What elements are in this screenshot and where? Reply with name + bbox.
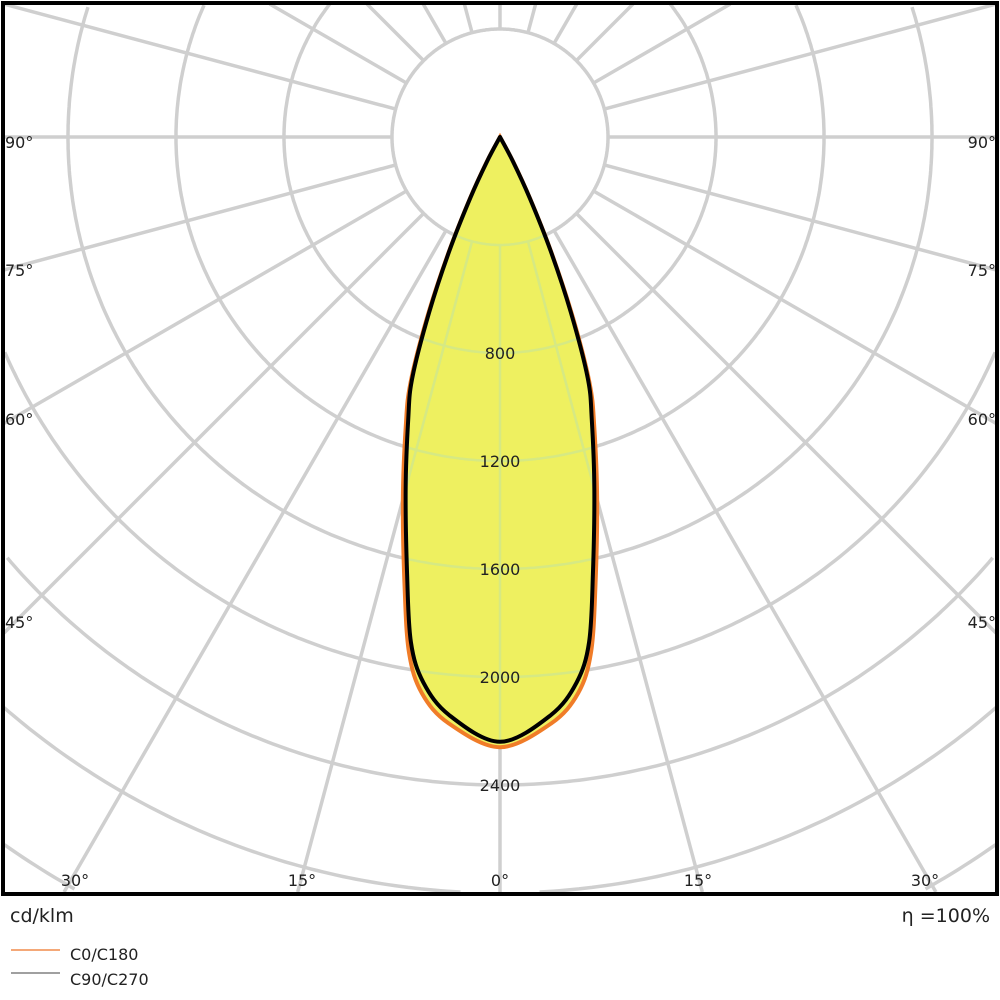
grid-spoke [4,212,425,635]
radial-tick-label: 1200 [480,452,521,471]
series-c90-c270-curve [403,135,597,744]
radial-tick-label: 800 [485,344,516,363]
grid-ring [5,556,995,787]
axis-labels: 800 1200 1600 2000 2400 30° 15° 0° 15° 30° 90° 90° 7… [5,133,996,890]
grid-spoke [462,4,474,34]
grid-spoke [552,229,938,892]
series-fill [405,137,595,742]
angle-label-right: 75° [968,261,996,280]
grid-spoke [592,4,732,85]
grid-ring [66,6,934,571]
grid-spoke [575,4,635,62]
legend: C0/C180 C90/C270 [11,945,149,989]
radial-tick-label: 2400 [480,776,521,795]
angle-label-left: 45° [5,613,33,632]
grid-ring [4,706,996,892]
angle-label-bottom: 30° [911,871,939,890]
angle-label-bottom: 30° [61,871,89,890]
grid-ring [4,843,996,891]
grid-inner-spoke [526,240,595,742]
legend-label-c0-c180: C0/C180 [70,945,138,964]
legend-label-c90-c270: C90/C270 [70,970,149,989]
grid-spoke [421,4,448,45]
grid-spoke [268,4,408,85]
grid-spoke [552,4,579,45]
angle-label-bottom: 0° [491,871,509,890]
efficiency-label: η =100% [902,905,990,927]
angle-label-right: 45° [968,613,996,632]
angle-label-bottom: 15° [684,871,712,890]
angle-label-left: 60° [5,410,33,429]
grid-spoke [592,189,996,425]
angle-label-left: 75° [5,261,33,280]
grid-ring [4,351,996,679]
grid-spoke [4,189,408,425]
grid-spoke [62,229,448,892]
chart-frame [1,1,999,896]
radial-tick-label: 2000 [480,668,521,687]
grid-spoke [365,4,425,62]
angle-label-right: 60° [968,410,996,429]
grid-spoke [4,4,397,111]
angle-label-bottom: 15° [288,871,316,890]
angle-label-right: 90° [968,133,996,152]
unit-label: cd/klm [10,905,74,927]
grid-ring [174,4,826,463]
grid-spoke [4,163,397,272]
angle-label-left: 90° [5,133,33,152]
grid-spoke [603,4,996,111]
grid-inner-spoke [405,240,474,742]
grid-spoke [575,212,996,635]
radial-tick-label: 1600 [480,560,521,579]
grid-spoke [526,4,538,34]
grid-spoke [603,163,996,272]
polar-grid [4,4,996,892]
